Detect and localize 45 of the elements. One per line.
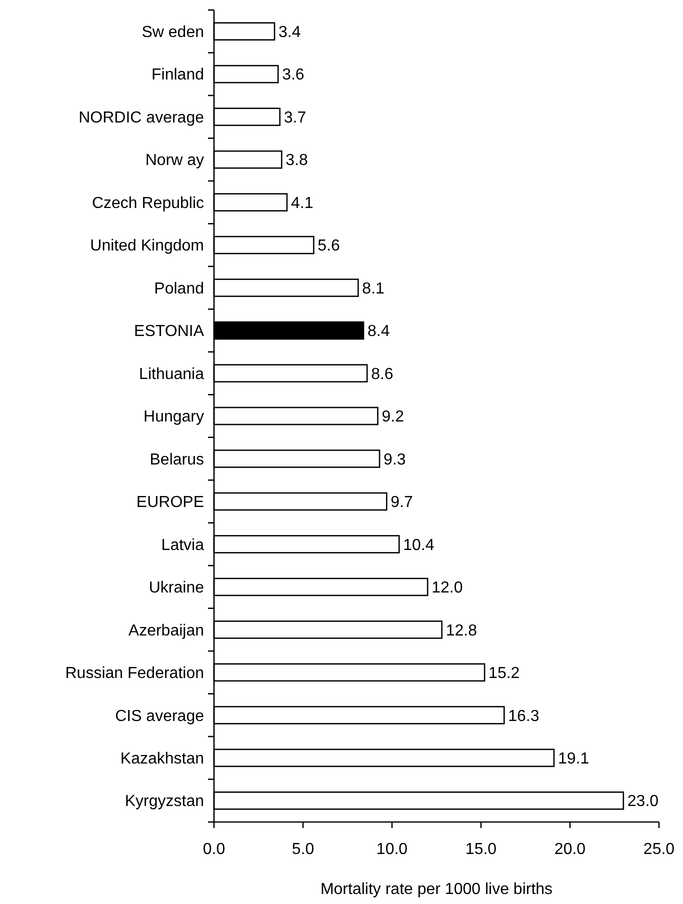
y-tick-label: Lithuania [139,366,204,383]
y-tick-label: Belarus [150,451,204,468]
data-label: 3.8 [286,152,308,170]
data-label: 16.3 [508,708,540,725]
y-tick-label: United Kingdom [90,238,204,255]
y-tick-label: ESTONIA [134,323,204,340]
y-tick-label: Czech Republic [92,194,204,212]
data-label: 9.7 [390,494,414,512]
y-tick-label: EUROPE [136,494,204,512]
data-label: 12.8 [446,622,478,640]
data-label: 23.0 [627,793,659,810]
y-tick-label: NORDIC average [78,109,204,126]
data-label: 3.7 [284,109,306,126]
y-tick-label: Kyrgyzstan [124,793,204,810]
y-tick-label: Finland [152,66,204,84]
y-tick-label: Hungary [144,408,204,426]
x-tick-label: 5.0 [292,841,314,858]
y-tick-label: Sw eden [142,24,204,41]
y-tick-label: Russian Federation [65,665,204,682]
data-label: 15.2 [488,665,520,682]
y-tick-label: Poland [154,280,204,298]
data-label: 9.3 [384,451,406,468]
data-label: 12.0 [432,580,463,597]
x-tick-label: 20.0 [554,841,586,858]
data-label: 8.4 [368,323,390,340]
data-label: 8.6 [371,366,394,383]
y-tick-label: CIS average [115,708,204,725]
x-tick-label: 10.0 [376,841,408,858]
y-tick-label: Ukraine [148,580,204,597]
y-tick-label: Kazakhstan [120,750,204,768]
y-tick-label: Azerbaijan [128,622,204,640]
data-label: 10.4 [403,536,434,554]
x-tick-label: 0.0 [202,841,226,858]
data-label: 4.1 [290,194,314,212]
x-tick-label: 25.0 [643,841,675,858]
data-label: 8.1 [362,280,385,298]
y-tick-label: Latvia [161,536,204,554]
y-tick-label: Norw ay [145,152,204,170]
data-label: 3.6 [282,66,304,84]
data-label: 9.2 [382,408,404,426]
x-axis-title: Mortality rate per 1000 live births [320,881,553,898]
x-tick-label: 15.0 [465,841,497,858]
data-label: 19.1 [558,750,590,768]
data-label: 5.6 [318,238,340,255]
data-label: 3.4 [278,24,301,41]
